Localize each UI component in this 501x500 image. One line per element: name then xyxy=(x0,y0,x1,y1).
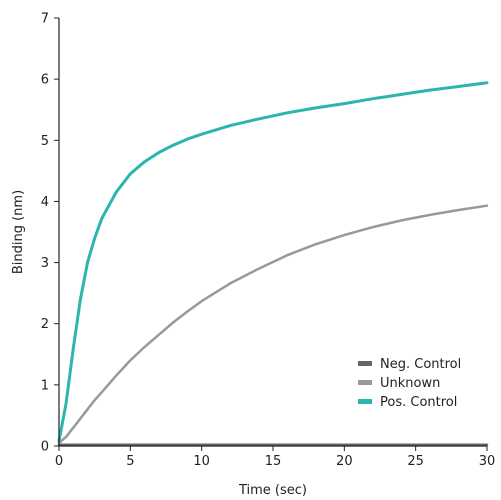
y-tick-label: 1 xyxy=(41,378,49,393)
x-axis-ticks: 0 5 10 15 20 25 30 xyxy=(55,446,495,469)
y-axis-title: Binding (nm) xyxy=(11,190,26,274)
x-axis-title: Time (sec) xyxy=(238,483,307,498)
y-tick-label: 6 xyxy=(41,73,49,88)
legend-swatch xyxy=(358,399,372,404)
legend: Neg. Control Unknown Pos. Control xyxy=(358,357,461,410)
x-tick-label: 10 xyxy=(193,454,210,469)
x-tick-label: 5 xyxy=(126,454,134,469)
legend-label: Unknown xyxy=(380,376,440,391)
y-tick-label: 4 xyxy=(41,195,49,210)
y-tick-label: 0 xyxy=(41,440,49,455)
legend-label: Pos. Control xyxy=(380,395,457,410)
y-tick-label: 2 xyxy=(41,317,49,332)
x-tick-label: 20 xyxy=(336,454,353,469)
x-tick-label: 25 xyxy=(407,454,424,469)
y-tick-label: 3 xyxy=(41,256,49,271)
x-tick-label: 30 xyxy=(479,454,496,469)
y-tick-label: 5 xyxy=(41,134,49,149)
y-axis-ticks: 0 1 2 3 4 5 6 7 xyxy=(41,12,59,455)
x-tick-label: 15 xyxy=(265,454,282,469)
series-line-unknown xyxy=(57,204,489,445)
x-tick-label: 0 xyxy=(55,454,63,469)
series-line-pos-control xyxy=(57,81,489,443)
series-lines xyxy=(57,81,489,447)
legend-swatch xyxy=(358,361,372,366)
y-tick-label: 7 xyxy=(41,12,49,27)
legend-swatch xyxy=(358,380,372,385)
legend-label: Neg. Control xyxy=(380,357,461,372)
